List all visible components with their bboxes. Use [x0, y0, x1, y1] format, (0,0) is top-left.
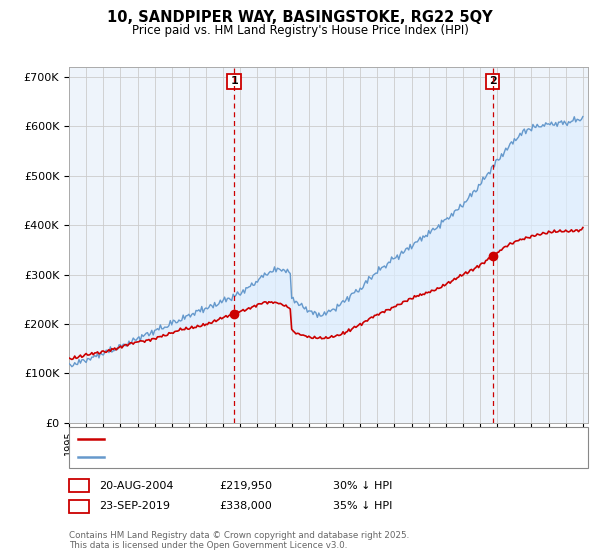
- Text: 2: 2: [489, 76, 496, 86]
- Text: 2: 2: [75, 501, 83, 511]
- Text: Price paid vs. HM Land Registry's House Price Index (HPI): Price paid vs. HM Land Registry's House …: [131, 24, 469, 36]
- Text: 1: 1: [75, 480, 83, 491]
- Text: 35% ↓ HPI: 35% ↓ HPI: [333, 501, 392, 511]
- Text: £219,950: £219,950: [219, 480, 272, 491]
- Text: Contains HM Land Registry data © Crown copyright and database right 2025.
This d: Contains HM Land Registry data © Crown c…: [69, 531, 409, 550]
- Text: HPI: Average price, detached house, Basingstoke and Deane: HPI: Average price, detached house, Basi…: [108, 452, 414, 462]
- Text: 23-SEP-2019: 23-SEP-2019: [99, 501, 170, 511]
- Text: 10, SANDPIPER WAY, BASINGSTOKE, RG22 5QY (detached house): 10, SANDPIPER WAY, BASINGSTOKE, RG22 5QY…: [108, 433, 438, 444]
- Text: 30% ↓ HPI: 30% ↓ HPI: [333, 480, 392, 491]
- Text: 1: 1: [230, 76, 238, 86]
- Text: 20-AUG-2004: 20-AUG-2004: [99, 480, 173, 491]
- Text: 10, SANDPIPER WAY, BASINGSTOKE, RG22 5QY: 10, SANDPIPER WAY, BASINGSTOKE, RG22 5QY: [107, 10, 493, 25]
- Text: £338,000: £338,000: [219, 501, 272, 511]
